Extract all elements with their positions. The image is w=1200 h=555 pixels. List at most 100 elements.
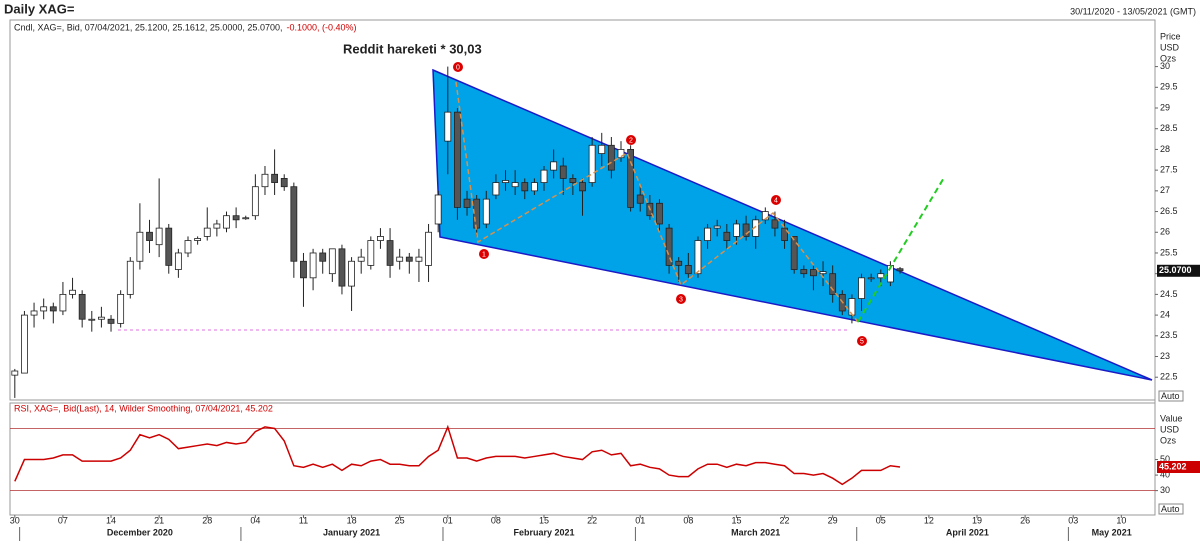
x-tick-label: 18 bbox=[347, 515, 357, 525]
candle-body bbox=[877, 273, 885, 279]
month-label: March 2021 bbox=[731, 527, 780, 537]
candle-body bbox=[656, 202, 663, 225]
wave-marker bbox=[626, 135, 636, 145]
wave-label: 1 bbox=[482, 251, 486, 258]
candle-body bbox=[136, 231, 144, 262]
candle-body bbox=[704, 227, 711, 241]
candle-body bbox=[386, 240, 394, 266]
candle-body bbox=[11, 370, 19, 376]
candle-body bbox=[184, 240, 192, 254]
candle-body bbox=[194, 238, 202, 241]
month-label: December 2020 bbox=[107, 527, 173, 537]
candle-body bbox=[338, 248, 346, 287]
y-tick-label: 27.5 bbox=[1160, 165, 1178, 175]
candle-body bbox=[357, 256, 365, 262]
x-tick-label: 22 bbox=[587, 515, 597, 525]
wave-label: 2 bbox=[629, 137, 633, 144]
candle-body bbox=[463, 198, 471, 208]
y-tick-label: 28 bbox=[1160, 144, 1170, 154]
last-price-label: 25.0700 bbox=[1159, 265, 1192, 275]
x-tick-label: 07 bbox=[58, 515, 68, 525]
y-tick-label: 29 bbox=[1160, 102, 1170, 112]
x-tick-label: 28 bbox=[202, 515, 212, 525]
candle-body bbox=[290, 186, 298, 262]
y-tick-label: 24 bbox=[1160, 309, 1170, 319]
y-tick-label: 22.5 bbox=[1160, 372, 1178, 382]
candle-body bbox=[579, 182, 586, 192]
candle-body bbox=[790, 236, 798, 270]
x-tick-label: 25 bbox=[395, 515, 405, 525]
candle-body bbox=[886, 264, 894, 283]
wave-label: 0 bbox=[456, 64, 460, 71]
candle-body bbox=[482, 198, 490, 225]
auto-button[interactable] bbox=[1158, 390, 1184, 402]
x-tick-label: 15 bbox=[731, 515, 741, 525]
candle-body bbox=[723, 231, 731, 241]
candle-body bbox=[59, 293, 67, 312]
candle-body bbox=[858, 277, 865, 299]
x-tick-label: 08 bbox=[491, 515, 501, 525]
x-tick-label: 05 bbox=[876, 515, 886, 525]
candle-body bbox=[328, 248, 336, 275]
candle-body bbox=[21, 314, 28, 374]
wave-label: 4 bbox=[774, 197, 778, 204]
auto-label[interactable]: Auto bbox=[1161, 391, 1180, 401]
y-tick-label: 23.5 bbox=[1160, 330, 1178, 340]
auto-button[interactable] bbox=[1158, 503, 1184, 515]
y-tick-label: 26.5 bbox=[1160, 206, 1178, 216]
candle-body bbox=[396, 256, 404, 262]
candle-body bbox=[530, 182, 538, 192]
candle-body bbox=[733, 223, 740, 237]
candle-body bbox=[165, 227, 173, 266]
wave-marker bbox=[676, 294, 686, 304]
auto-label[interactable]: Auto bbox=[1161, 504, 1180, 514]
x-tick-label: 01 bbox=[635, 515, 645, 525]
x-tick-label: 14 bbox=[106, 515, 116, 525]
candle-body bbox=[242, 217, 250, 220]
candle-body bbox=[684, 264, 692, 275]
y-label: USD bbox=[1160, 42, 1180, 52]
x-tick-label: 01 bbox=[443, 515, 453, 525]
candle-body bbox=[213, 223, 221, 229]
rsi-y-label: USD bbox=[1160, 424, 1180, 434]
x-tick-label: 26 bbox=[1020, 515, 1030, 525]
candle-body bbox=[415, 256, 423, 262]
candle-body bbox=[742, 223, 750, 237]
rsi-y-tick-label: 30 bbox=[1160, 485, 1170, 495]
x-tick-label: 22 bbox=[780, 515, 790, 525]
candle-body bbox=[405, 256, 413, 262]
candle-body bbox=[309, 252, 317, 279]
last-price-box bbox=[1157, 264, 1200, 277]
x-tick-label: 12 bbox=[924, 515, 934, 525]
candle-body bbox=[511, 182, 519, 188]
x-tick-label: 19 bbox=[972, 515, 982, 525]
wave-marker bbox=[479, 249, 489, 259]
candle-body bbox=[454, 111, 461, 208]
x-tick-label: 21 bbox=[154, 515, 164, 525]
y-tick-label: 30 bbox=[1160, 61, 1170, 71]
candle-body bbox=[126, 260, 134, 295]
legend-change: -0.1000, (-0.40%) bbox=[286, 22, 356, 32]
candle-body bbox=[146, 231, 153, 241]
candle-body bbox=[69, 289, 76, 295]
rsi-last-label: 45.202 bbox=[1159, 461, 1187, 471]
y-tick-label: 23 bbox=[1160, 351, 1170, 361]
candle-body bbox=[521, 182, 529, 192]
breakout-line bbox=[857, 175, 946, 323]
wave-label: 3 bbox=[679, 296, 683, 303]
x-tick-label: 08 bbox=[683, 515, 693, 525]
candle-body bbox=[40, 306, 48, 312]
rsi-line bbox=[14, 424, 901, 486]
candle-body bbox=[319, 252, 327, 262]
wave-label: 5 bbox=[860, 338, 864, 345]
y-tick-label: 24.5 bbox=[1160, 289, 1178, 299]
candle-body bbox=[867, 277, 875, 280]
y-tick-label: 29.5 bbox=[1160, 82, 1178, 92]
y-tick-label: 27 bbox=[1160, 185, 1170, 195]
candle-body bbox=[280, 178, 288, 188]
rsi-last-box bbox=[1157, 460, 1200, 473]
candle-body bbox=[829, 273, 837, 295]
candle-body bbox=[367, 240, 375, 266]
